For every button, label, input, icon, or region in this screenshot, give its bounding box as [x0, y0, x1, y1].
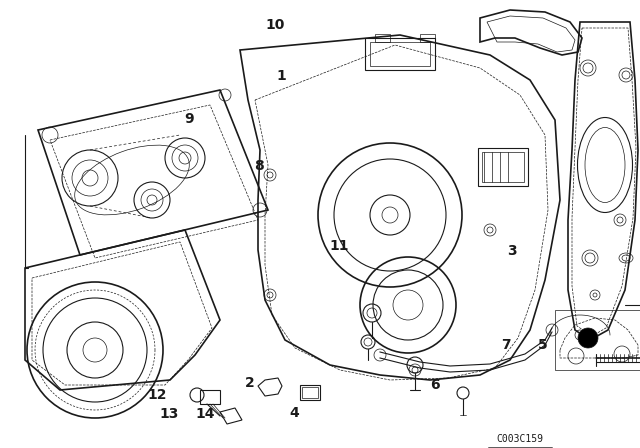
Bar	[300, 385, 320, 400]
Text: 14: 14	[195, 407, 214, 421]
Text: C003C159: C003C159	[496, 434, 543, 444]
Text: 10: 10	[266, 17, 285, 32]
Text: 1: 1	[276, 69, 287, 83]
Text: 4: 4	[289, 406, 300, 420]
Text: 11: 11	[330, 239, 349, 254]
Bar	[370, 42, 430, 66]
Text: 2: 2	[244, 376, 255, 390]
Bar	[200, 390, 220, 404]
Bar	[365, 38, 435, 70]
Bar	[302, 387, 318, 398]
Text: 13: 13	[160, 407, 179, 421]
Text: 8: 8	[254, 159, 264, 173]
Text: 9: 9	[184, 112, 194, 126]
Text: 12: 12	[147, 388, 166, 402]
Bar	[375, 34, 390, 42]
Bar	[482, 152, 524, 182]
Text: 7: 7	[500, 338, 511, 352]
Circle shape	[578, 328, 598, 348]
Bar	[478, 148, 528, 186]
Bar	[555, 310, 640, 370]
Text: 5: 5	[538, 338, 548, 352]
Text: 3: 3	[507, 244, 517, 258]
Bar	[420, 34, 435, 42]
Text: 6: 6	[430, 378, 440, 392]
